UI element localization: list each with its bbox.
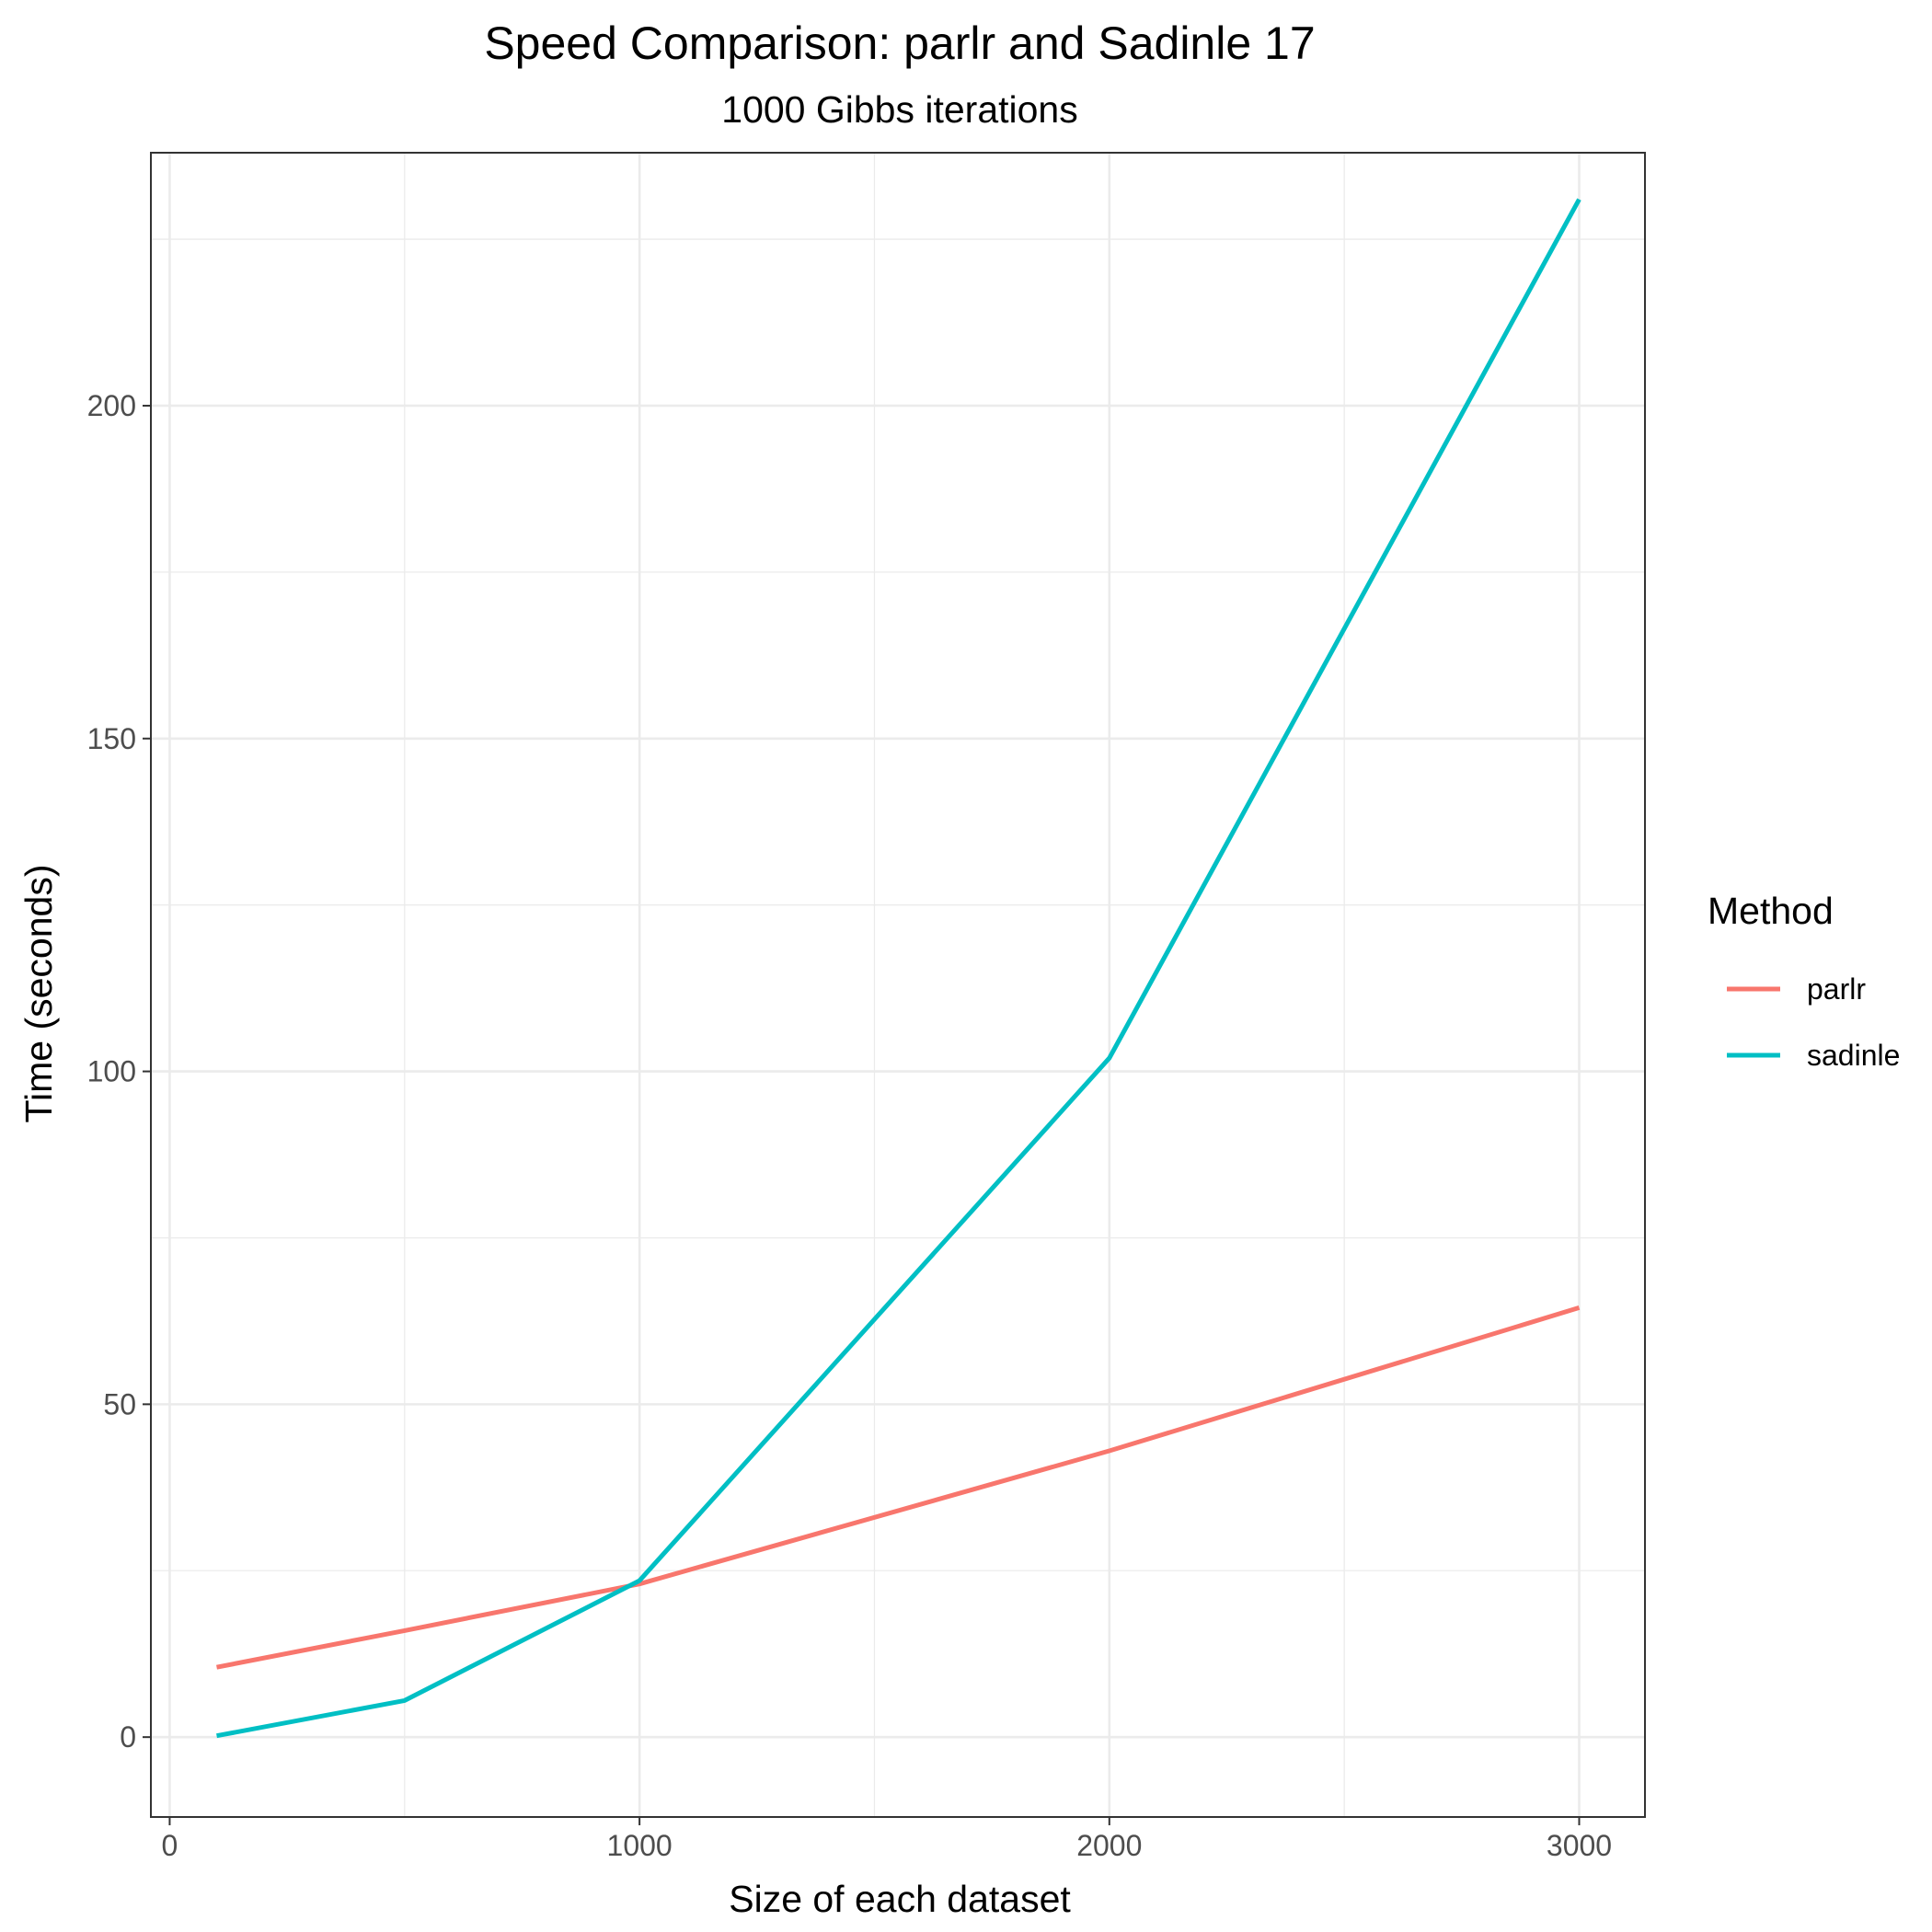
x-tick-labels: 0 1000 2000 3000	[162, 1829, 1613, 1862]
x-axis-title: Size of each dataset	[729, 1878, 1071, 1920]
y-tick-label: 100	[87, 1055, 136, 1088]
y-tick-label: 150	[87, 722, 136, 755]
legend-items: parlr sadinle	[1727, 972, 1900, 1072]
major-gridlines	[151, 153, 1645, 1817]
legend-label-sadinle: sadinle	[1807, 1039, 1900, 1072]
plot-border	[150, 152, 1646, 1818]
series-line-sadinle	[216, 198, 1581, 1739]
legend-title: Method	[1708, 890, 1834, 932]
plot-area	[150, 152, 1646, 1818]
legend-label-parlr: parlr	[1807, 972, 1866, 1006]
x-tick-label: 2000	[1076, 1829, 1142, 1862]
y-tick-label: 0	[120, 1720, 136, 1754]
y-axis-title: Time (seconds)	[17, 865, 60, 1123]
chart-subtitle: 1000 Gibbs iterations	[721, 88, 1077, 131]
plot-panel	[151, 153, 1645, 1817]
series-lines	[216, 198, 1581, 1739]
series-line-parlr	[216, 1305, 1581, 1670]
chart-title: Speed Comparison: parlr and Sadinle 17	[484, 17, 1315, 69]
legend: Method parlr sadinle	[1708, 890, 1900, 1072]
y-tick-label: 200	[87, 389, 136, 422]
y-tick-label: 50	[103, 1387, 136, 1420]
x-tick-label: 3000	[1547, 1829, 1612, 1862]
axis-ticks	[143, 404, 1581, 1825]
y-tick-labels: 0 50 100 150 200	[87, 389, 136, 1754]
minor-gridlines	[151, 153, 1645, 1817]
x-tick-label: 1000	[607, 1829, 673, 1862]
x-tick-label: 0	[162, 1829, 178, 1862]
